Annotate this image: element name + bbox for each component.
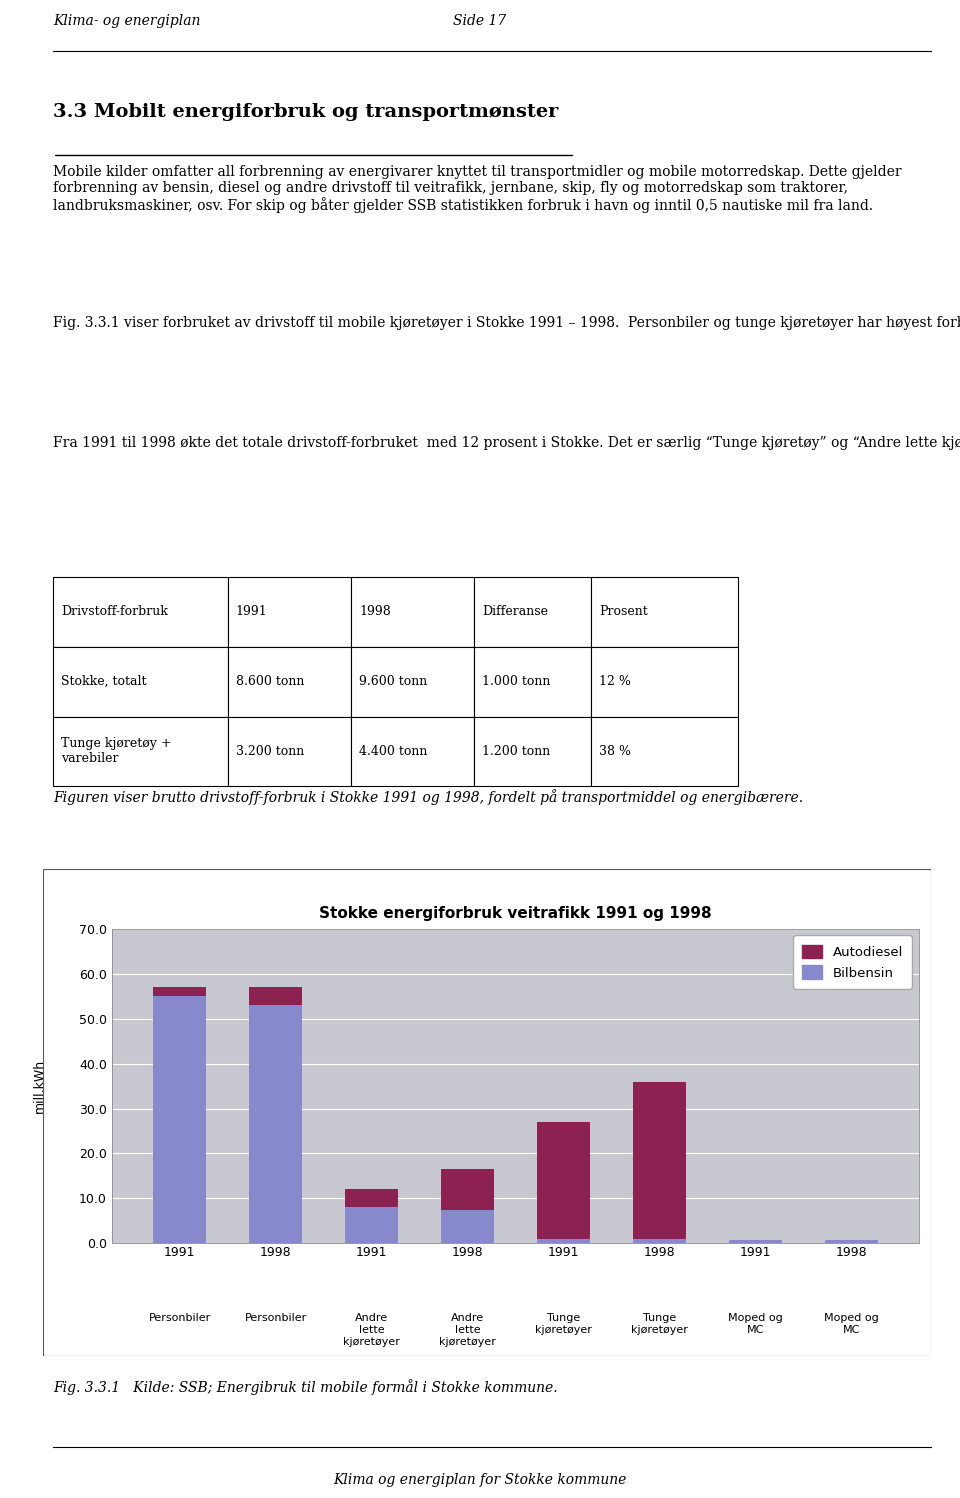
- Text: Moped og
MC: Moped og MC: [824, 1312, 879, 1335]
- Text: Personbiler: Personbiler: [245, 1312, 306, 1323]
- Bar: [228, 647, 350, 716]
- Text: Tunge
kjøretøyer: Tunge kjøretøyer: [631, 1312, 688, 1335]
- Bar: [474, 716, 590, 786]
- Bar: [350, 577, 474, 647]
- Bar: [590, 577, 738, 647]
- Text: Klima- og energiplan: Klima- og energiplan: [53, 13, 201, 28]
- Text: Side 17: Side 17: [453, 13, 507, 28]
- Bar: [590, 716, 738, 786]
- Bar: [474, 577, 590, 647]
- Bar: [53, 716, 228, 786]
- Bar: [537, 1122, 589, 1239]
- Text: Tunge kjøretøy +
varebiler: Tunge kjøretøy + varebiler: [61, 737, 172, 765]
- Text: Drivstoff-forbruk: Drivstoff-forbruk: [61, 605, 168, 619]
- Bar: [350, 716, 474, 786]
- Text: 3.3 Mobilt energiforbruk og transportmønster: 3.3 Mobilt energiforbruk og transportmøn…: [53, 103, 558, 121]
- Bar: [53, 647, 228, 716]
- Bar: [729, 1240, 781, 1243]
- Text: Fig. 3.3.1   Kilde: SSB; Energibruk til mobile formål i Stokke kommune.: Fig. 3.3.1 Kilde: SSB; Energibruk til mo…: [53, 1380, 558, 1395]
- Text: Tunge
kjøretøyer: Tunge kjøretøyer: [535, 1312, 592, 1335]
- Bar: [153, 987, 205, 996]
- Bar: [53, 577, 228, 647]
- Text: Personbiler: Personbiler: [149, 1312, 210, 1323]
- Text: Figuren viser brutto drivstoff-forbruk i Stokke 1991 og 1998, fordelt på transpo: Figuren viser brutto drivstoff-forbruk i…: [53, 789, 803, 806]
- Bar: [345, 1207, 397, 1243]
- Text: 4.400 tonn: 4.400 tonn: [359, 745, 427, 758]
- Bar: [228, 716, 350, 786]
- Text: 1.200 tonn: 1.200 tonn: [482, 745, 551, 758]
- Text: Andre
lette
kjøretøyer: Andre lette kjøretøyer: [439, 1312, 496, 1347]
- Text: Stokke, totalt: Stokke, totalt: [61, 676, 147, 688]
- Bar: [441, 1168, 493, 1210]
- Text: 38 %: 38 %: [599, 745, 631, 758]
- Bar: [345, 1189, 397, 1207]
- Text: Moped og
MC: Moped og MC: [728, 1312, 783, 1335]
- Text: 3.200 tonn: 3.200 tonn: [236, 745, 304, 758]
- Text: Andre
lette
kjøretøyer: Andre lette kjøretøyer: [343, 1312, 400, 1347]
- Text: Prosent: Prosent: [599, 605, 648, 619]
- Bar: [350, 647, 474, 716]
- Bar: [153, 996, 205, 1243]
- Bar: [633, 1082, 685, 1239]
- Legend: Autodiesel, Bilbensin: Autodiesel, Bilbensin: [793, 935, 912, 989]
- Text: Fra 1991 til 1998 økte det totale drivstoff-forbruket  med 12 prosent i Stokke. : Fra 1991 til 1998 økte det totale drivst…: [53, 434, 960, 451]
- Text: mill.kWh: mill.kWh: [34, 1059, 46, 1113]
- Text: 12 %: 12 %: [599, 676, 631, 688]
- Text: Mobile kilder omfatter all forbrenning av energivarer knyttet til transportmidle: Mobile kilder omfatter all forbrenning a…: [53, 165, 901, 213]
- Text: Fig. 3.3.1 viser forbruket av drivstoff til mobile kjøretøyer i Stokke 1991 – 19: Fig. 3.3.1 viser forbruket av drivstoff …: [53, 315, 960, 331]
- Bar: [249, 987, 301, 1005]
- Bar: [590, 647, 738, 716]
- Text: 8.600 tonn: 8.600 tonn: [236, 676, 304, 688]
- Text: 1998: 1998: [359, 605, 391, 619]
- Bar: [633, 1239, 685, 1243]
- Text: Klima og energiplan for Stokke kommune: Klima og energiplan for Stokke kommune: [333, 1473, 627, 1488]
- Text: 1.000 tonn: 1.000 tonn: [482, 676, 551, 688]
- Text: 1991: 1991: [236, 605, 268, 619]
- Bar: [825, 1240, 877, 1243]
- Bar: [249, 1005, 301, 1243]
- Bar: [441, 1210, 493, 1243]
- Text: Differanse: Differanse: [482, 605, 548, 619]
- Title: Stokke energiforbruk veitrafikk 1991 og 1998: Stokke energiforbruk veitrafikk 1991 og …: [320, 906, 711, 921]
- Bar: [537, 1239, 589, 1243]
- Bar: [228, 577, 350, 647]
- Text: 9.600 tonn: 9.600 tonn: [359, 676, 427, 688]
- Bar: [474, 647, 590, 716]
